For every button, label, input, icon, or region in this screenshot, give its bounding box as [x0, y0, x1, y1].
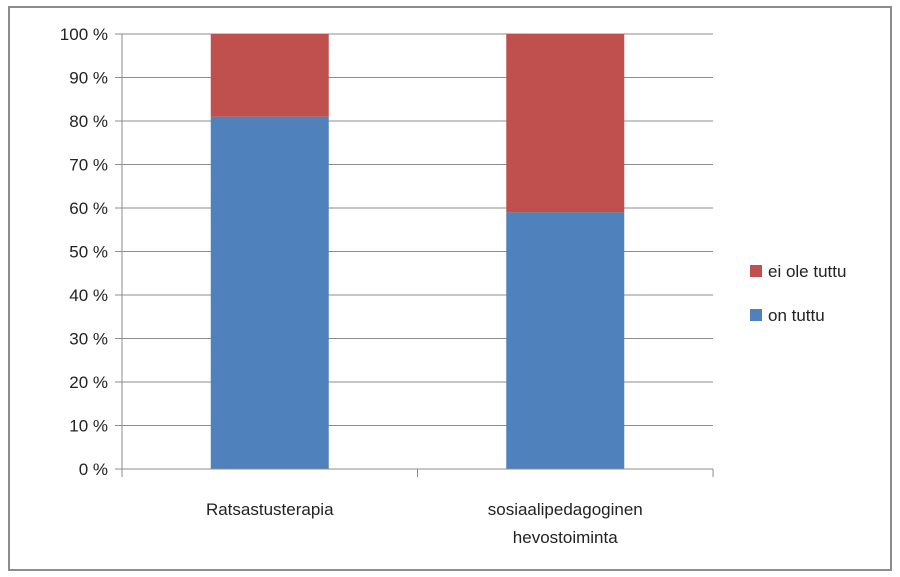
legend-label: on tuttu [768, 306, 825, 325]
bar-segment-on-tuttu [210, 116, 329, 470]
y-tick-label: 10 % [69, 417, 108, 436]
y-axis-tick-labels: 0 % 10 % 20 % 30 % 40 % 50 % 60 % 70 % 80 % 90 % 1… [60, 25, 108, 479]
y-tick-label: 0 % [79, 460, 108, 479]
y-tick-label: 90 % [69, 69, 108, 88]
y-tick-label: 50 % [69, 243, 108, 262]
axes [121, 34, 714, 477]
bar-segment-on-tuttu [506, 212, 625, 469]
y-tick-label: 30 % [69, 330, 108, 349]
bar-segment-ei-ole-tuttu [210, 34, 329, 117]
chart-frame [8, 6, 892, 571]
legend-label: ei ole tuttu [768, 262, 846, 281]
y-tick-label: 100 % [60, 25, 108, 44]
category-label: Ratsastusterapia [206, 500, 334, 519]
bars [210, 34, 625, 470]
bar-segment-ei-ole-tuttu [506, 34, 625, 213]
y-tick-label: 60 % [69, 199, 108, 218]
y-tick-label: 80 % [69, 112, 108, 131]
y-tick-label: 40 % [69, 286, 108, 305]
legend: ei ole tuttu on tuttu [750, 262, 846, 325]
x-axis-category-labels: Ratsastusterapia sosiaalipedagoginen hevos… [206, 500, 643, 547]
y-tick-label: 70 % [69, 156, 108, 175]
legend-swatch [750, 265, 762, 277]
category-label: sosiaalipedagoginen hevostoiminta [488, 500, 643, 547]
y-tick-label: 20 % [69, 373, 108, 392]
legend-swatch [750, 309, 762, 321]
